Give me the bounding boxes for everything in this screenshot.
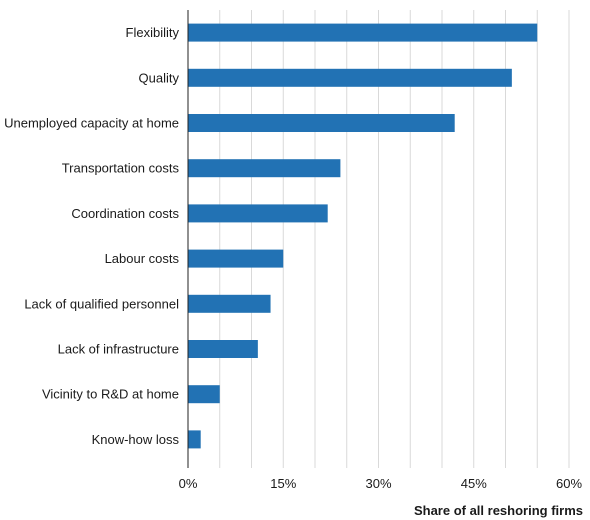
bar (188, 159, 341, 178)
x-tick-label: 0% (179, 476, 198, 491)
x-tick-label: 15% (270, 476, 296, 491)
bar (188, 114, 455, 132)
bar (188, 340, 258, 358)
category-label: Lack of infrastructure (58, 342, 179, 357)
bar (188, 68, 512, 87)
x-tick-labels: 0% 15% 30% 45% 60% (179, 476, 583, 491)
x-tick-label: 60% (556, 476, 582, 491)
bars (188, 23, 538, 449)
category-label: Flexibility (126, 25, 180, 40)
bar (188, 204, 328, 223)
category-label: Quality (139, 70, 180, 85)
bar (188, 385, 220, 404)
category-label: Unemployed capacity at home (4, 116, 179, 131)
category-label: Vicinity to R&D at home (42, 387, 179, 402)
x-tick-label: 30% (365, 476, 391, 491)
category-label: Transportation costs (62, 161, 180, 176)
category-label: Coordination costs (71, 206, 179, 221)
bar (188, 249, 284, 268)
category-label: Labour costs (105, 251, 180, 266)
bar (188, 430, 201, 449)
category-labels: Flexibility Quality Unemployed capacity at… (4, 25, 179, 447)
bar (188, 294, 271, 313)
x-axis-title: Share of all reshoring firms (414, 503, 583, 518)
category-label: Lack of qualified personnel (24, 296, 179, 311)
x-tick-label: 45% (461, 476, 487, 491)
bar (188, 23, 538, 42)
category-label: Know-how loss (92, 432, 180, 447)
